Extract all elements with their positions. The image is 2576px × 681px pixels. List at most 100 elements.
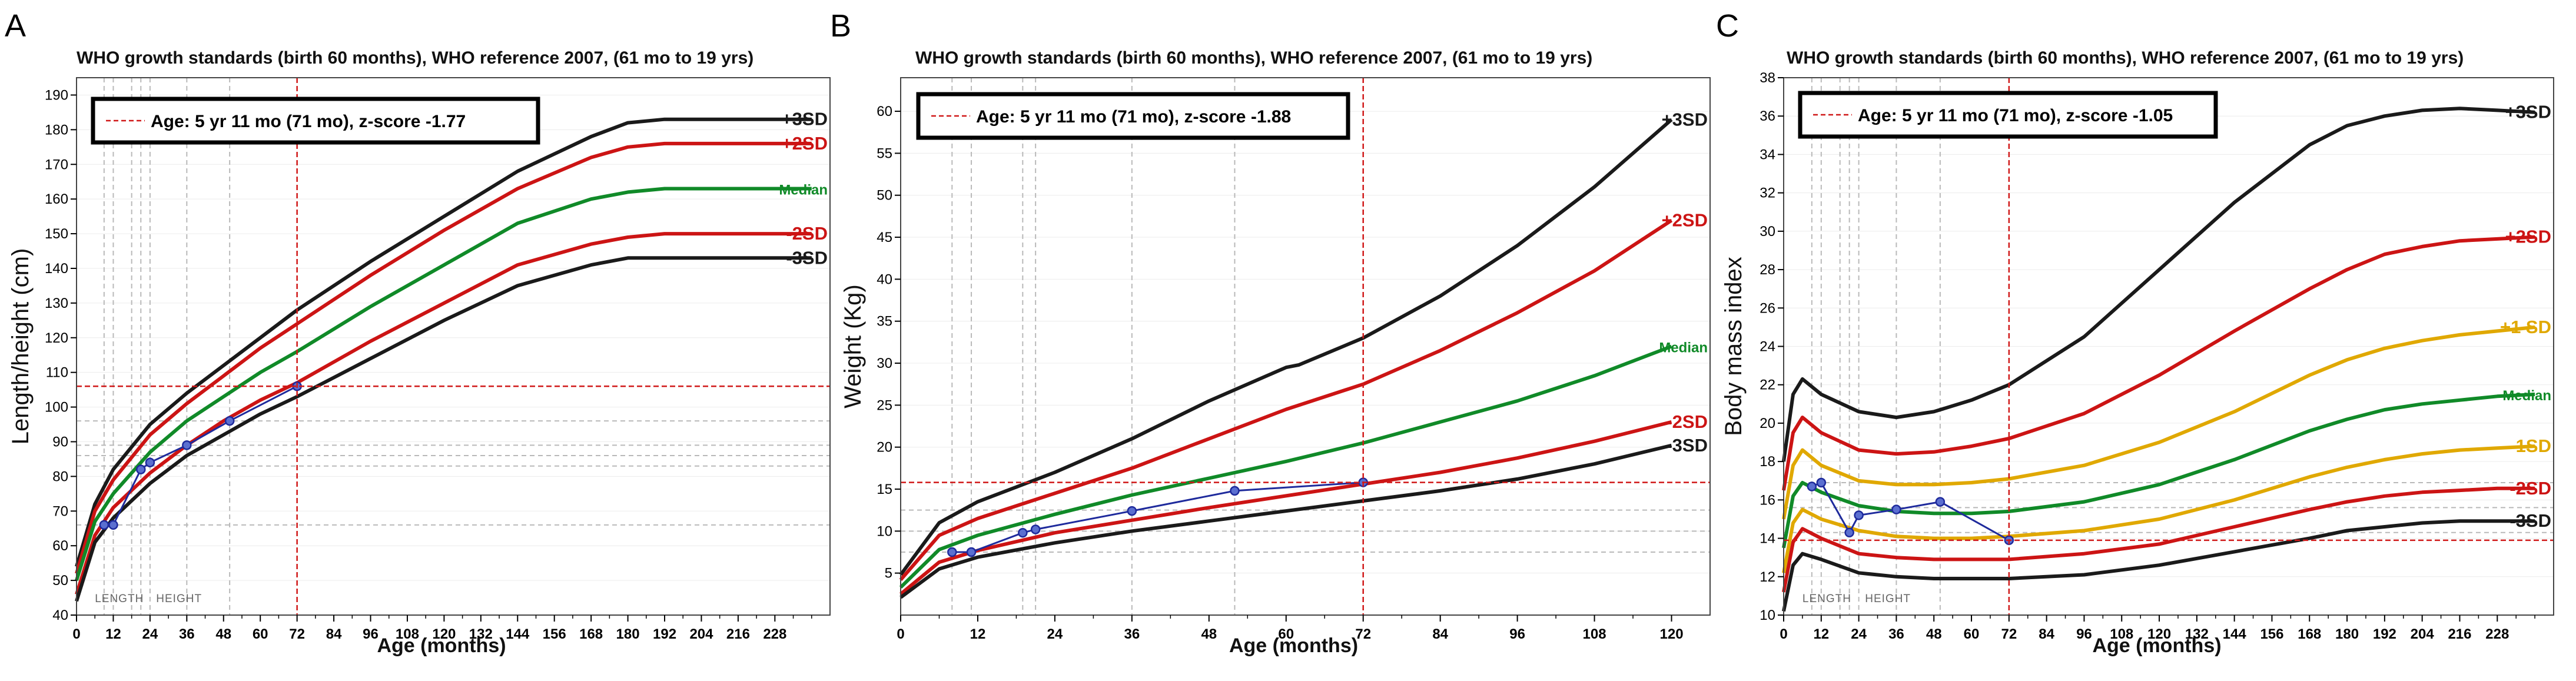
plot-frame [76,77,831,616]
chart-panel-b: B WHO growth standards (birth 60 months),… [830,8,1711,657]
y-tick-label: 12 [1760,569,1775,585]
x-tick-label: 36 [1888,626,1904,642]
sd-curve-label: Median [1659,340,1708,356]
sd-curve [75,256,812,602]
x-tick-label: 24 [1851,626,1867,642]
patient-point [947,547,957,557]
x-tick-label: 120 [432,626,456,642]
panel-letter: C [1716,8,1739,44]
y-tick-label: 20 [877,440,892,456]
x-tick-label: 24 [1047,626,1063,642]
sd-curve-label: -2SD [786,223,828,244]
panel-letter: A [5,8,26,44]
patient-point [1127,506,1137,516]
y-tick-label: 170 [45,157,68,172]
y-tick-label: 140 [45,261,68,277]
legend-frame [91,97,540,145]
x-tick-label: 48 [1926,626,1942,642]
chart-title: WHO growth standards (birth 60 months), … [77,48,753,68]
sd-curve-label: +3SD [2505,102,2551,122]
y-tick-label: 22 [1760,377,1775,393]
sd-curve [1782,325,2535,520]
chart-panel-a: A WHO growth standards (birth 60 months),… [5,8,831,657]
y-tick-label: 14 [1760,531,1775,547]
sd-curve-label: +2SD [782,133,828,154]
sd-curve [1782,519,2535,612]
x-tick-label: 108 [2110,626,2133,642]
sd-curve [899,344,1672,589]
y-tick-label: 90 [52,434,68,450]
patient-point [99,520,109,530]
sd-curve-label: +2SD [1662,210,1708,231]
y-tick-label: 110 [46,365,68,381]
x-tick-label: 180 [616,626,640,642]
x-tick-label: 12 [1813,626,1829,642]
sd-curve [899,118,1673,576]
chart-title: WHO growth standards (birth 60 months), … [915,48,1592,68]
sd-curve-label: +3SD [1662,109,1708,129]
sd-curve [899,443,1672,599]
chart-panel-c: C WHO growth standards (birth 60 months),… [1716,8,2554,657]
y-tick-label: 38 [1760,70,1775,86]
y-tick-label: 50 [877,188,892,204]
phase-label: HEIGHT [1865,593,1911,605]
patient-point [1018,527,1028,538]
y-tick-label: 32 [1760,185,1775,201]
x-tick-label: 96 [1509,626,1525,642]
y-tick-label: 28 [1760,262,1775,278]
x-tick-label: 96 [2076,626,2092,642]
patient-point [145,457,155,468]
y-tick-label: 45 [877,230,892,245]
y-tick-label: 120 [45,330,68,346]
sd-curve [1782,393,2535,549]
legend-box: Age: 5 yr 11 mo (71 mo), z-score -1.05 [1798,91,2218,139]
x-tick-label: 0 [72,626,80,642]
sd-curve-label: -3SD [786,247,828,268]
sd-curve-label: -1SD [2509,436,2551,456]
x-tick-label: 192 [653,626,676,642]
patient-point [224,416,235,426]
y-tick-label: 30 [877,356,892,371]
chart-title: WHO growth standards (birth 60 months), … [1787,48,2464,68]
patient-point [1807,481,1817,491]
y-tick-label: 5 [885,566,892,582]
y-tick-label: 15 [877,481,892,497]
x-tick-label: 96 [363,626,379,642]
sd-curve [1782,444,2535,573]
panel-letter: B [830,8,851,44]
y-tick-label: 190 [45,87,68,103]
sd-curve [75,187,812,581]
legend-label: Age: 5 yr 11 mo (71 mo), z-score -1.77 [151,112,466,131]
x-tick-label: 132 [2185,626,2209,642]
y-tick-label: 24 [1760,339,1775,355]
y-tick-label: 10 [1760,607,1775,623]
y-tick-label: 26 [1760,300,1775,316]
patient-point [1854,510,1864,520]
sd-curve [75,117,812,567]
y-tick-label: 160 [45,191,68,207]
x-tick-label: 48 [1201,626,1217,642]
patient-point [1891,504,1901,514]
patient-point [1935,497,1946,507]
y-tick-label: 30 [1760,224,1775,240]
legend-frame [916,92,1350,140]
patient-point [1816,477,1827,488]
sd-curve-label: -3SD [1666,435,1708,456]
y-tick-label: 80 [52,469,68,484]
x-tick-label: 216 [2448,626,2471,642]
sd-curve [899,218,1673,582]
x-tick-label: 36 [179,626,195,642]
sd-curve-label: +1 SD [2500,317,2551,337]
x-tick-label: 108 [1583,626,1606,642]
y-tick-label: 130 [45,295,68,311]
y-tick-label: 25 [877,397,892,413]
plot-frame [900,77,1711,616]
patient-point [182,440,192,450]
x-tick-label: 84 [1432,626,1448,642]
y-axis-label: Length/height (cm) [8,248,34,445]
y-tick-label: 40 [877,271,892,287]
plot-area [77,78,830,615]
x-tick-label: 60 [1964,626,1980,642]
y-axis-label: Weight (Kg) [840,284,866,408]
